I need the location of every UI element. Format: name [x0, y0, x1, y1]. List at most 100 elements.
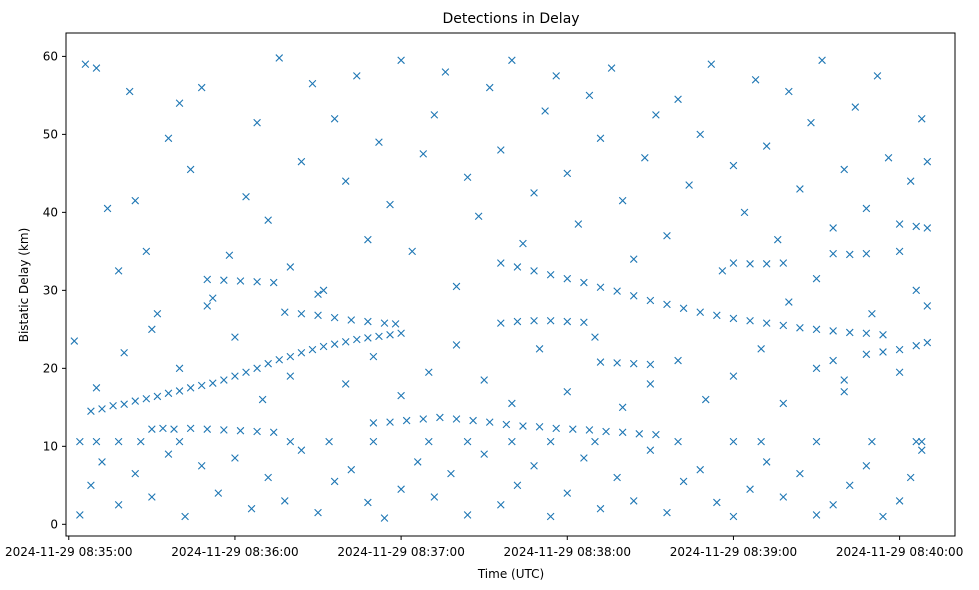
data-point — [646, 360, 655, 369]
data-point — [785, 87, 793, 96]
data-point — [92, 437, 101, 446]
data-point — [231, 333, 239, 341]
x-tick-label: 2024-11-29 08:40:00 — [836, 545, 963, 559]
data-point — [652, 430, 660, 439]
data-point — [613, 473, 621, 482]
data-point — [120, 348, 128, 357]
data-point — [480, 376, 488, 384]
data-point — [563, 317, 572, 326]
data-point — [380, 514, 389, 522]
data-point — [308, 79, 317, 88]
data-point — [136, 437, 145, 446]
data-point — [663, 508, 671, 517]
data-point — [718, 267, 727, 275]
data-point — [635, 430, 644, 438]
data-point — [707, 60, 716, 68]
data-point — [812, 325, 821, 334]
data-point — [862, 462, 871, 470]
y-tick-label: 20 — [43, 361, 58, 375]
data-point — [779, 399, 788, 408]
data-point — [701, 395, 710, 404]
data-point — [729, 437, 738, 446]
data-point — [164, 389, 173, 398]
data-point — [674, 95, 682, 104]
data-point — [203, 425, 212, 433]
data-point — [275, 355, 284, 364]
data-point — [729, 314, 738, 323]
data-point — [917, 114, 926, 123]
data-point — [286, 372, 295, 380]
data-point — [264, 359, 272, 368]
y-tick-label: 0 — [50, 517, 58, 531]
data-point — [762, 319, 771, 327]
data-point — [319, 342, 328, 351]
data-point — [76, 437, 84, 446]
data-point — [729, 512, 738, 521]
data-point — [535, 423, 544, 431]
data-point — [148, 425, 156, 433]
data-point — [840, 165, 849, 174]
data-point — [280, 497, 289, 505]
data-point — [729, 372, 738, 380]
data-point — [87, 481, 95, 490]
data-point — [430, 493, 439, 501]
plot-frame — [65, 32, 956, 537]
data-point — [862, 350, 871, 359]
data-point — [280, 308, 289, 316]
data-point — [497, 319, 505, 327]
data-point — [297, 309, 306, 318]
data-point — [779, 321, 788, 330]
data-point — [580, 278, 588, 287]
x-axis: 2024-11-29 08:35:00 2024-11-29 08:36:00 20… — [5, 536, 963, 559]
data-point — [452, 415, 461, 423]
data-point — [862, 249, 871, 258]
data-point — [81, 60, 90, 68]
data-point — [231, 372, 239, 380]
data-point — [519, 239, 527, 248]
data-point — [663, 231, 671, 240]
data-point — [906, 473, 915, 482]
data-point — [314, 311, 322, 320]
data-point — [353, 72, 361, 80]
data-point — [175, 387, 184, 395]
data-point — [308, 345, 317, 354]
data-point — [845, 481, 854, 490]
data-point — [812, 364, 821, 373]
data-point — [125, 87, 134, 96]
data-point — [253, 277, 261, 286]
data-point — [341, 177, 350, 185]
data-point — [596, 504, 605, 513]
y-tick-label: 50 — [43, 127, 58, 141]
data-point — [231, 454, 239, 462]
data-point — [868, 437, 876, 446]
data-point — [696, 465, 704, 474]
data-point — [696, 308, 704, 316]
data-point — [402, 416, 411, 425]
data-point — [546, 512, 555, 521]
data-point — [175, 99, 184, 107]
data-point — [164, 134, 173, 143]
data-point — [103, 204, 112, 213]
y-axis-label: Bistatic Delay (km) — [17, 228, 31, 343]
data-point — [186, 384, 195, 392]
data-point — [762, 142, 771, 150]
data-point — [76, 511, 84, 519]
data-point — [895, 497, 904, 505]
data-point — [845, 328, 854, 337]
data-point — [208, 294, 217, 302]
data-point — [142, 247, 151, 256]
data-point — [469, 416, 477, 425]
data-point — [413, 458, 422, 466]
data-point — [917, 437, 926, 446]
data-point — [879, 348, 887, 356]
data-point — [114, 267, 123, 275]
data-point — [912, 437, 921, 446]
data-point — [186, 165, 195, 174]
data-point — [923, 338, 932, 347]
data-point — [325, 437, 333, 446]
data-point — [851, 103, 860, 111]
data-point — [314, 290, 322, 299]
data-point — [862, 329, 871, 338]
data-point — [297, 348, 306, 357]
data-point — [148, 493, 156, 501]
